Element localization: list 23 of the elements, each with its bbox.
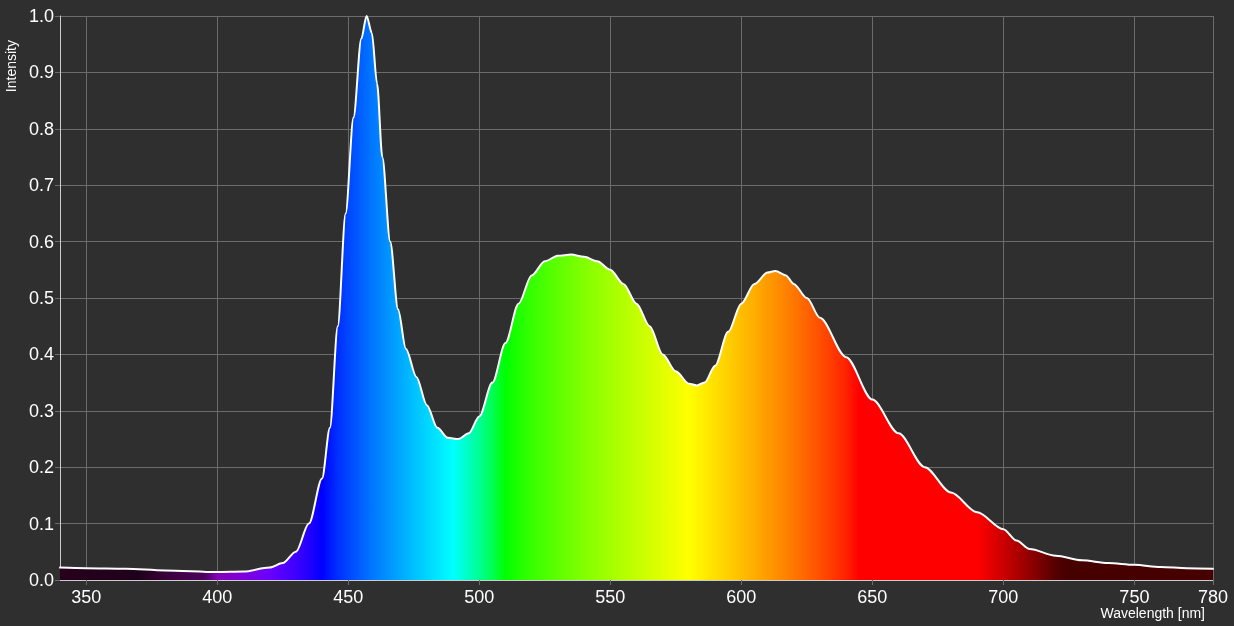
y-tick-label: 0.8 [28,118,54,139]
x-tick-label: 500 [464,587,495,607]
x-tick-label: 400 [202,587,233,607]
x-tick-label: 600 [726,587,757,607]
y-tick-label: 0.1 [28,513,54,534]
y-tick-label: 1.0 [28,6,54,26]
x-tick-label: 350 [71,587,102,607]
y-tick-label: 0.7 [28,175,54,196]
x-tick-label: 650 [857,587,888,607]
y-tick-label: 0.0 [28,570,54,590]
y-axis-title: Intensity [3,40,19,93]
y-tick-label: 0.4 [28,344,54,365]
x-tick-label: 750 [1119,587,1150,607]
x-tick-label: 450 [333,587,364,607]
x-tick-label: 780 [1197,587,1229,607]
x-tick-label: 550 [595,587,626,607]
y-tick-label: 0.6 [28,231,54,252]
y-tick-label: 0.2 [28,457,54,478]
y-tick-label: 0.5 [28,288,54,308]
y-tick-label: 0.9 [28,62,54,83]
x-axis-title: Wavelength [nm] [1100,605,1205,621]
x-tick-label: 700 [988,587,1019,607]
y-tick-label: 0.3 [28,400,54,421]
